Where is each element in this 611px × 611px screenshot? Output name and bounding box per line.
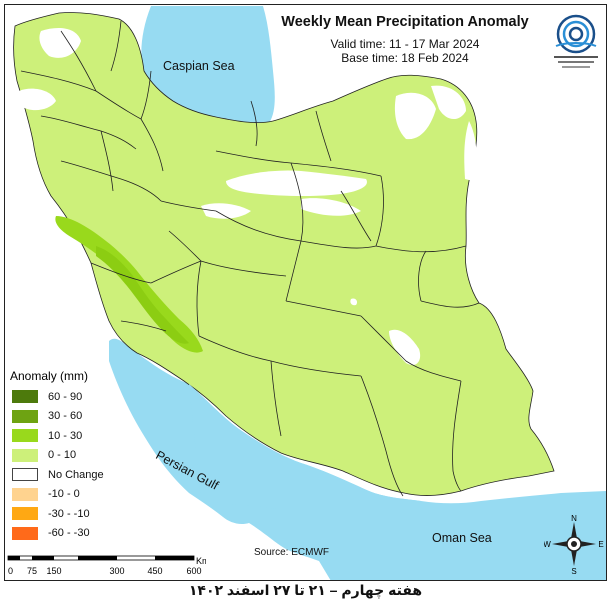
data-source: Source: ECMWF	[254, 547, 330, 558]
caspian-sea-label: Caspian Sea	[163, 59, 235, 73]
legend-item: -10 - 0	[6, 485, 134, 505]
legend-swatch	[12, 487, 38, 501]
legend-swatch	[12, 409, 38, 423]
legend-item: 10 - 30	[6, 426, 134, 446]
caspian-sea	[141, 6, 275, 124]
legend-swatch	[12, 390, 38, 404]
scale-tick-label: 600	[186, 566, 201, 576]
no-change-areas	[19, 28, 477, 366]
legend-item: 0 - 10	[6, 446, 134, 466]
scale-unit: Km	[196, 556, 206, 566]
persian-gulf-inlet	[189, 384, 421, 511]
legend-label: -60 - -30	[48, 527, 90, 540]
legend-item: -60 - -30	[6, 524, 134, 544]
compass-e: E	[598, 540, 603, 549]
compass-w: W	[544, 540, 551, 549]
legend-label: -30 - -10	[48, 507, 90, 520]
legend-label: 30 - 60	[48, 410, 83, 423]
footer-caption: هفته چهارم – ۲۱ تا ۲۷ اسفند ۱۴۰۲	[188, 582, 423, 598]
map-title: Weekly Mean Precipitation Anomaly	[281, 14, 529, 30]
legend-title: Anomaly (mm)	[10, 369, 89, 383]
legend-swatch	[12, 429, 38, 443]
anomaly-10-30-core	[96, 246, 189, 344]
persian-gulf	[109, 338, 606, 580]
province-borders	[20, 20, 480, 497]
north-arrow-icon: N S E W	[544, 514, 604, 574]
legend-swatch	[12, 526, 38, 540]
scale-tick-label: 150	[46, 566, 61, 576]
legend-label: 0 - 10	[48, 449, 77, 462]
legend-label: 60 - 90	[48, 390, 83, 403]
legend: Anomaly (mm) 60 - 90 30 - 60 10 - 30 0 - 10…	[6, 369, 134, 543]
legend-swatch	[12, 468, 38, 482]
legend-label: No Change	[48, 468, 104, 481]
agency-logo-icon	[554, 14, 598, 68]
legend-item: -30 - -10	[6, 504, 134, 524]
legend-item: 60 - 90	[6, 387, 134, 407]
precipitation-map	[13, 6, 606, 580]
legend-swatch	[12, 507, 38, 521]
compass-n: N	[571, 514, 577, 523]
legend-swatch	[12, 448, 38, 462]
legend-item: 30 - 60	[6, 407, 134, 427]
compass-s: S	[571, 567, 576, 574]
map-frame	[4, 4, 607, 581]
legend-item: No Change	[6, 465, 134, 485]
anomaly-10-30-zone	[55, 216, 203, 353]
valid-time: Valid time: 11 - 17 Mar 2024	[330, 37, 480, 51]
oman-sea-label: Oman Sea	[432, 531, 492, 545]
base-time: Base time: 18 Feb 2024	[341, 51, 469, 65]
scale-tick-label: 75	[27, 566, 37, 576]
scale-tick-label: 0	[8, 566, 13, 576]
legend-label: -10 - 0	[48, 488, 80, 501]
scale-tick-label: 450	[147, 566, 162, 576]
legend-label: 10 - 30	[48, 429, 83, 442]
scale-tick-label: 300	[109, 566, 124, 576]
